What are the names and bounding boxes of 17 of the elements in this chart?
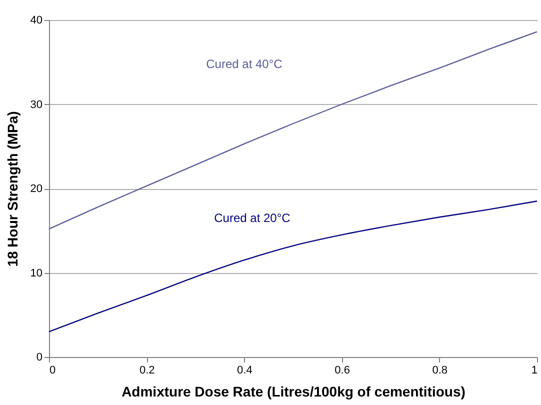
x-tick-label: 0.4 [237, 364, 252, 376]
text: Cured at 40°C [206, 56, 283, 71]
y-axis-title: 18 Hour Strength (MPa) [4, 111, 20, 267]
x-tick-label: 0.2 [139, 364, 155, 376]
x-tick-label: 0.6 [334, 364, 350, 376]
x-tick-label: 0.8 [432, 364, 448, 376]
y-tick-label: 40 [30, 14, 42, 26]
y-tick-label: 30 [30, 98, 42, 111]
x-tick-label: 0 [50, 364, 56, 376]
line-series [48, 31, 538, 230]
x-axis-title: Admixture Dose Rate (Litres/100kg of cementitious) [122, 384, 466, 400]
series-label: Cured at 20°C [214, 211, 291, 226]
line-series [48, 200, 538, 332]
y-tick-label: 10 [30, 267, 42, 280]
y-tick-label: 20 [30, 183, 42, 195]
y-tick-label: 0 [36, 352, 42, 364]
x-tick-label: 1 [531, 364, 538, 376]
